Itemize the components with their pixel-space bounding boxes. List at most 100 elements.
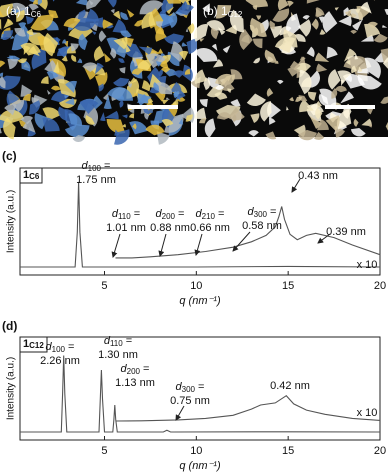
texture — [43, 32, 59, 57]
texture — [46, 71, 59, 80]
texture — [364, 57, 381, 79]
texture — [222, 45, 231, 54]
texture — [141, 80, 151, 92]
texture — [62, 39, 67, 44]
x-tick-label: 20 — [374, 280, 386, 292]
texture — [315, 7, 324, 18]
texture — [107, 87, 133, 101]
texture — [86, 0, 101, 10]
texture — [77, 9, 86, 20]
texture — [164, 33, 184, 45]
x-tick-label: 15 — [282, 280, 294, 292]
texture — [215, 84, 225, 90]
annotation: 0.66 nm — [190, 222, 230, 234]
texture — [367, 123, 372, 128]
texture — [211, 43, 218, 51]
texture — [52, 0, 55, 2]
texture — [46, 89, 51, 95]
texture — [186, 37, 199, 55]
ann-symbol: d — [104, 335, 111, 347]
texture — [28, 46, 40, 57]
texture — [133, 19, 143, 27]
texture — [2, 30, 13, 41]
texture — [289, 60, 301, 69]
texture — [373, 0, 375, 1]
texture — [94, 62, 104, 75]
texture — [63, 17, 81, 29]
texture — [10, 35, 15, 40]
texture — [61, 55, 68, 62]
texture — [199, 98, 208, 108]
ann-symbol: d — [121, 363, 128, 375]
texture — [373, 33, 388, 43]
texture — [16, 9, 25, 22]
texture — [128, 80, 133, 88]
texture — [110, 9, 115, 14]
texture — [204, 118, 216, 138]
texture — [65, 124, 90, 138]
arrow — [194, 233, 203, 256]
texture — [199, 38, 205, 42]
texture — [272, 8, 290, 22]
texture — [118, 58, 125, 63]
texture — [382, 57, 388, 69]
texture — [20, 115, 34, 125]
texture — [25, 16, 34, 25]
ann-eq: = — [126, 335, 132, 347]
texture — [120, 11, 129, 20]
texture — [7, 58, 19, 70]
texture — [57, 46, 68, 57]
texture — [167, 11, 178, 28]
texture — [26, 28, 34, 36]
texture — [91, 31, 97, 35]
arrow — [111, 233, 121, 258]
ann-symbol: d — [46, 341, 53, 353]
texture — [9, 99, 25, 113]
x-tick-label: 15 — [282, 445, 294, 457]
texture — [277, 0, 289, 11]
texture — [306, 46, 315, 58]
texture — [121, 114, 128, 119]
texture — [253, 57, 260, 64]
trace — [20, 181, 381, 268]
arrow — [291, 178, 301, 193]
label-text: (a) 1 — [6, 4, 31, 18]
texture — [148, 107, 154, 115]
ann-eq: = — [134, 208, 140, 220]
annotation: d100 = — [46, 341, 75, 354]
ann-symbol: d — [248, 206, 255, 218]
texture — [11, 9, 20, 14]
texture — [142, 107, 150, 115]
sample-label: 1C12 — [23, 338, 44, 350]
annotation: d200 = — [121, 363, 150, 376]
x-tick-label: 5 — [101, 445, 107, 457]
texture — [17, 58, 27, 64]
annotation: 1.01 nm — [106, 222, 146, 234]
texture — [3, 117, 16, 140]
texture — [265, 131, 277, 140]
texture — [0, 72, 4, 77]
annotation: d110 = — [112, 208, 140, 221]
texture — [194, 47, 218, 62]
texture — [128, 77, 137, 85]
panel-label: (b) 1C12 — [203, 4, 243, 19]
trace — [20, 355, 381, 433]
texture — [268, 117, 276, 125]
y-axis-label: Intensity (a.u.) — [6, 357, 17, 420]
texture — [58, 106, 68, 121]
texture — [239, 29, 253, 50]
texture — [337, 70, 352, 84]
texture — [357, 74, 382, 90]
texture — [133, 92, 138, 98]
texture — [315, 107, 323, 120]
texture — [161, 118, 174, 127]
texture — [299, 99, 314, 113]
ann-eq: = — [178, 208, 184, 220]
texture — [18, 22, 27, 31]
texture — [194, 23, 209, 42]
texture — [20, 84, 33, 97]
texture — [145, 53, 166, 69]
texture — [313, 131, 325, 140]
texture — [137, 59, 154, 71]
texture — [294, 34, 306, 43]
